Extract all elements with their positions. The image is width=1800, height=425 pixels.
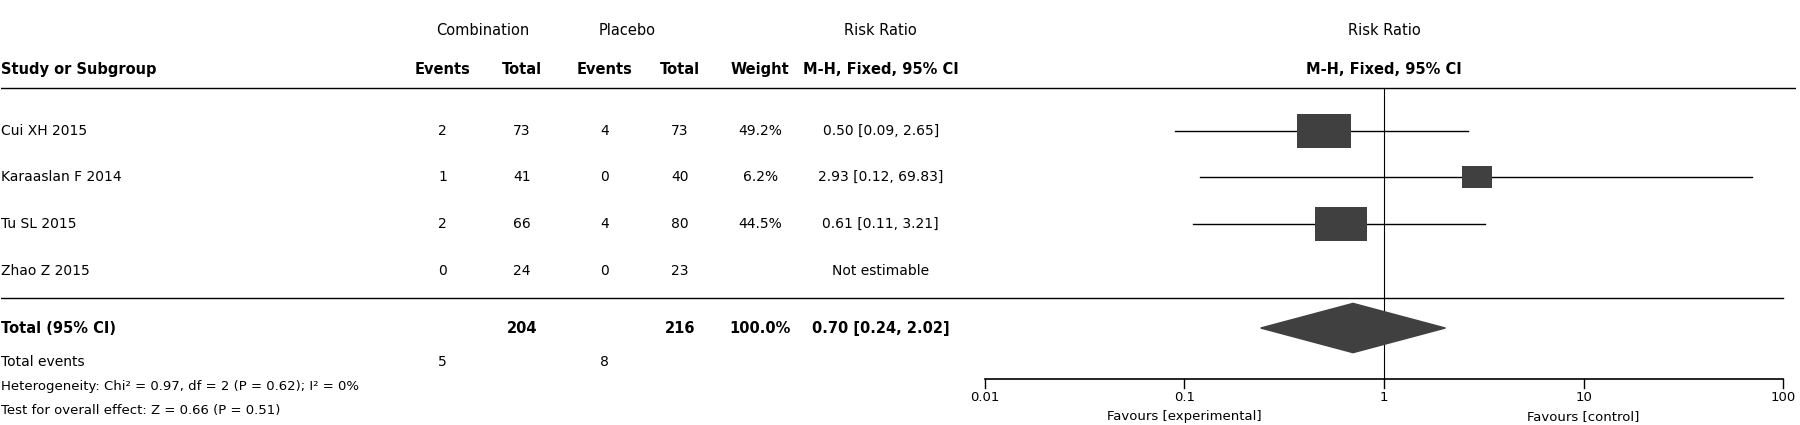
Text: 1: 1	[439, 170, 446, 184]
Text: 2.93 [0.12, 69.83]: 2.93 [0.12, 69.83]	[817, 170, 943, 184]
Text: Favours [experimental]: Favours [experimental]	[1107, 410, 1262, 423]
Text: Heterogeneity: Chi² = 0.97, df = 2 (P = 0.62); I² = 0%: Heterogeneity: Chi² = 0.97, df = 2 (P = …	[2, 380, 360, 393]
Text: 0: 0	[599, 170, 608, 184]
FancyBboxPatch shape	[1298, 114, 1350, 148]
Text: Favours [control]: Favours [control]	[1528, 410, 1640, 423]
Text: 44.5%: 44.5%	[738, 217, 783, 231]
FancyBboxPatch shape	[1316, 207, 1368, 241]
Text: 100: 100	[1771, 391, 1796, 404]
Text: Zhao Z 2015: Zhao Z 2015	[2, 264, 90, 278]
Text: Total events: Total events	[2, 355, 85, 369]
Text: 0: 0	[439, 264, 446, 278]
Text: 0.70 [0.24, 2.02]: 0.70 [0.24, 2.02]	[812, 320, 949, 335]
Polygon shape	[1260, 303, 1445, 353]
Text: Karaaslan F 2014: Karaaslan F 2014	[2, 170, 122, 184]
Text: 0.50 [0.09, 2.65]: 0.50 [0.09, 2.65]	[823, 124, 940, 138]
Text: 1: 1	[1379, 391, 1388, 404]
Text: Test for overall effect: Z = 0.66 (P = 0.51): Test for overall effect: Z = 0.66 (P = 0…	[2, 404, 281, 416]
Text: Study or Subgroup: Study or Subgroup	[2, 62, 157, 76]
Text: 216: 216	[664, 320, 695, 335]
Text: M-H, Fixed, 95% CI: M-H, Fixed, 95% CI	[1307, 62, 1462, 76]
Text: Not estimable: Not estimable	[832, 264, 929, 278]
Text: 80: 80	[671, 217, 688, 231]
Text: Combination: Combination	[436, 23, 529, 38]
Text: 2: 2	[439, 217, 446, 231]
Text: Cui XH 2015: Cui XH 2015	[2, 124, 88, 138]
Text: 73: 73	[513, 124, 531, 138]
Text: 4: 4	[599, 217, 608, 231]
FancyBboxPatch shape	[1462, 166, 1492, 188]
Text: 10: 10	[1575, 391, 1591, 404]
Text: 66: 66	[513, 217, 531, 231]
Text: 40: 40	[671, 170, 688, 184]
Text: 0.61 [0.11, 3.21]: 0.61 [0.11, 3.21]	[823, 217, 940, 231]
Text: Total: Total	[659, 62, 700, 76]
Text: 2: 2	[439, 124, 446, 138]
Text: 41: 41	[513, 170, 531, 184]
Text: M-H, Fixed, 95% CI: M-H, Fixed, 95% CI	[803, 62, 959, 76]
Text: Events: Events	[576, 62, 632, 76]
Text: 73: 73	[671, 124, 688, 138]
Text: Risk Ratio: Risk Ratio	[1348, 23, 1420, 38]
Text: 8: 8	[599, 355, 608, 369]
Text: Risk Ratio: Risk Ratio	[844, 23, 916, 38]
Text: 0.1: 0.1	[1174, 391, 1195, 404]
Text: 100.0%: 100.0%	[729, 320, 790, 335]
Text: 24: 24	[513, 264, 531, 278]
Text: Placebo: Placebo	[599, 23, 657, 38]
Text: Tu SL 2015: Tu SL 2015	[2, 217, 77, 231]
Text: Total (95% CI): Total (95% CI)	[2, 320, 117, 335]
Text: 49.2%: 49.2%	[738, 124, 783, 138]
Text: 4: 4	[599, 124, 608, 138]
Text: 6.2%: 6.2%	[743, 170, 778, 184]
Text: Weight: Weight	[731, 62, 790, 76]
Text: 23: 23	[671, 264, 688, 278]
Text: 0.01: 0.01	[970, 391, 999, 404]
Text: 0: 0	[599, 264, 608, 278]
Text: Events: Events	[414, 62, 472, 76]
Text: 204: 204	[506, 320, 536, 335]
Text: 5: 5	[439, 355, 446, 369]
Text: Total: Total	[502, 62, 542, 76]
